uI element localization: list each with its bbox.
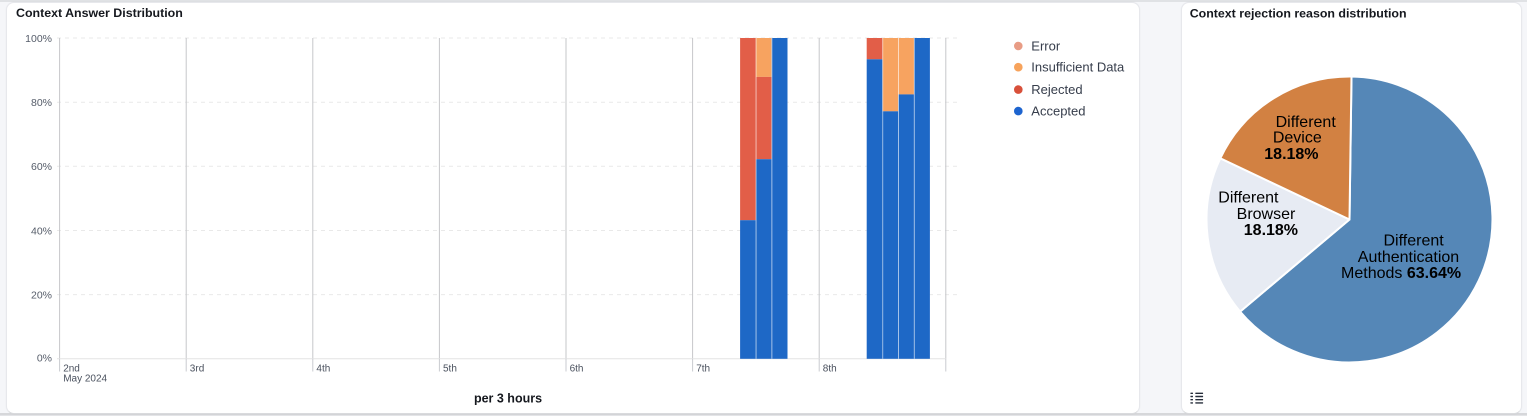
svg-text:18.18%: 18.18% [1264, 146, 1318, 163]
svg-text:100%: 100% [25, 33, 52, 45]
svg-text:8th: 8th [823, 364, 837, 375]
svg-text:5th: 5th [443, 364, 457, 375]
svg-text:Context Answer Distribution: Context Answer Distribution [16, 6, 183, 20]
svg-text:Browser: Browser [1237, 206, 1296, 223]
svg-text:4th: 4th [316, 364, 330, 375]
svg-text:Insufficient Data: Insufficient Data [1031, 60, 1125, 75]
svg-text:Different: Different [1218, 190, 1279, 207]
svg-text:80%: 80% [31, 97, 52, 109]
svg-text:3rd: 3rd [190, 364, 204, 375]
svg-text:18.18%: 18.18% [1244, 222, 1298, 239]
svg-text:Different: Different [1384, 233, 1445, 250]
svg-text:Device: Device [1273, 130, 1322, 147]
svg-text:per 3 hours: per 3 hours [474, 391, 542, 405]
svg-text:20%: 20% [31, 289, 52, 301]
svg-text:6th: 6th [570, 364, 584, 375]
svg-text:Error: Error [1031, 38, 1061, 53]
svg-text:Different: Different [1276, 114, 1337, 131]
svg-text:0%: 0% [37, 352, 52, 364]
svg-text:Accepted: Accepted [1031, 103, 1085, 118]
svg-text:2nd: 2nd [63, 364, 80, 375]
svg-text:Authentication: Authentication [1358, 249, 1459, 266]
svg-text:Methods 63.64%: Methods 63.64% [1341, 265, 1461, 282]
svg-text:7th: 7th [696, 364, 710, 375]
svg-text:Context rejection reason distr: Context rejection reason distribution [1190, 7, 1407, 21]
svg-text:40%: 40% [31, 225, 52, 237]
svg-text:May 2024: May 2024 [63, 373, 107, 384]
svg-text:Rejected: Rejected [1031, 82, 1082, 97]
svg-text:60%: 60% [31, 161, 52, 173]
